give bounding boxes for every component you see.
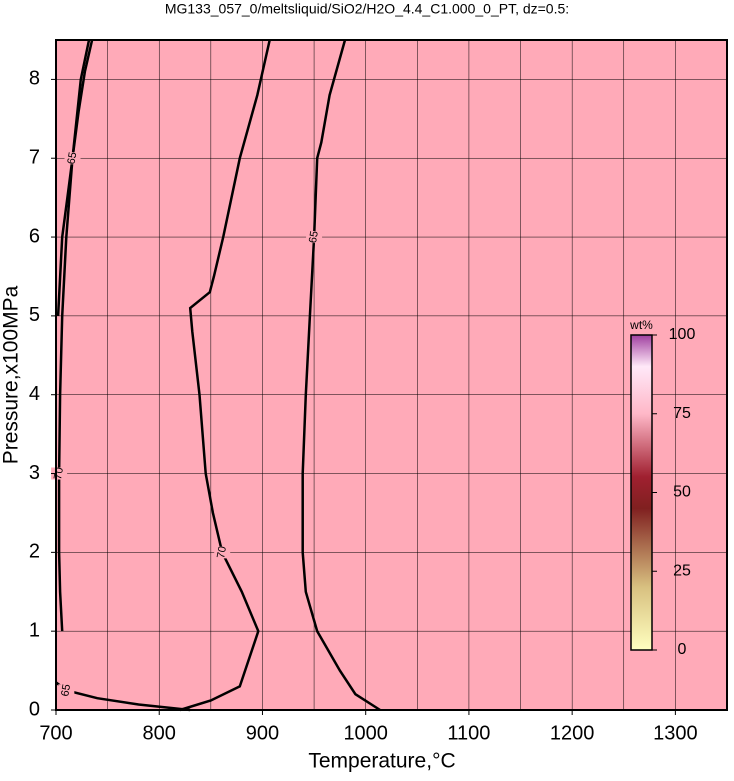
contour-label-bg	[58, 684, 75, 697]
colorbar-tick-label: 25	[673, 562, 691, 579]
colorbar-label: wt%	[629, 318, 653, 332]
contour-label-bg	[214, 546, 231, 559]
contour-label-bg	[64, 152, 81, 165]
plot-frame	[55, 39, 728, 711]
x-tick-label: 800	[143, 722, 176, 744]
colorbar-tick-label: 75	[673, 405, 691, 422]
colorbar-tick-label: 100	[669, 326, 696, 343]
x-tick-label: 700	[39, 722, 72, 744]
y-tick-label: 6	[29, 225, 40, 247]
contour-label: 65	[65, 151, 79, 165]
y-tick-label: 0	[29, 698, 40, 720]
y-tick-label: 4	[29, 383, 40, 405]
y-tick-label: 1	[29, 619, 40, 641]
colorbar-tick-label: 50	[673, 484, 691, 501]
y-tick-label: 8	[29, 68, 40, 90]
contour-label: 65	[307, 230, 321, 244]
contour-label: 65	[59, 683, 73, 697]
x-tick-label: 1100	[447, 722, 490, 744]
contour-label: 70	[215, 545, 229, 559]
contour-label-bg	[306, 231, 323, 244]
y-tick-label: 2	[29, 541, 40, 563]
y-axis-label: Pressure,x100MPa	[0, 285, 23, 464]
x-tick-label: 1000	[343, 722, 388, 744]
y-tick-label: 3	[29, 462, 40, 484]
chart-title: MG133_057_0/meltsliquid/SiO2/H2O_4.4_C1.…	[165, 1, 569, 17]
y-tick-label: 7	[29, 147, 40, 169]
x-tick-label: 1300	[653, 722, 698, 744]
x-tick-label: 1200	[550, 722, 595, 744]
colorbar-tick-label: 0	[678, 641, 687, 658]
contour-line	[179, 39, 271, 712]
x-tick-label: 900	[246, 722, 279, 744]
plot-background	[56, 40, 727, 710]
colorbar	[630, 334, 653, 651]
y-tick-label: 5	[29, 304, 40, 326]
contour-line	[301, 39, 381, 712]
x-axis-label: Temperature,°C	[308, 750, 455, 773]
